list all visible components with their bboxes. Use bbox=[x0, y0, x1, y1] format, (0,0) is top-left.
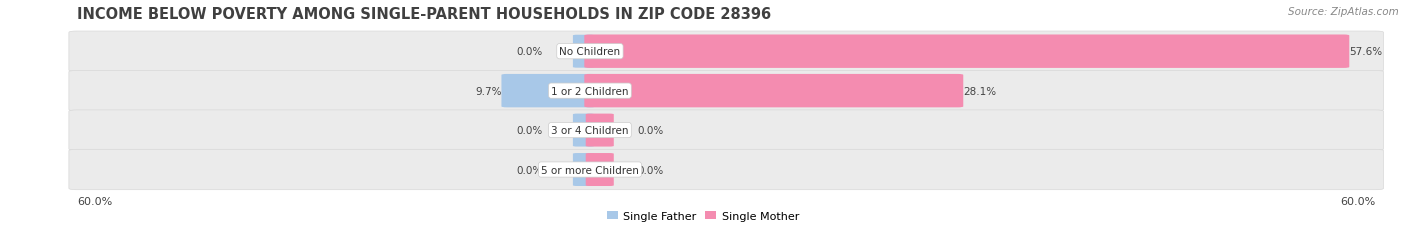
FancyBboxPatch shape bbox=[69, 110, 1384, 151]
FancyBboxPatch shape bbox=[572, 114, 595, 147]
Text: 60.0%: 60.0% bbox=[77, 196, 112, 206]
Text: 1 or 2 Children: 1 or 2 Children bbox=[551, 86, 628, 96]
FancyBboxPatch shape bbox=[585, 75, 963, 108]
Text: 0.0%: 0.0% bbox=[638, 165, 664, 175]
Legend: Single Father, Single Mother: Single Father, Single Mother bbox=[602, 207, 804, 225]
Text: 9.7%: 9.7% bbox=[475, 86, 502, 96]
FancyBboxPatch shape bbox=[69, 71, 1384, 111]
FancyBboxPatch shape bbox=[585, 35, 1350, 69]
Text: 0.0%: 0.0% bbox=[516, 165, 543, 175]
FancyBboxPatch shape bbox=[69, 32, 1384, 72]
FancyBboxPatch shape bbox=[69, 150, 1384, 190]
Text: 0.0%: 0.0% bbox=[638, 125, 664, 136]
Text: Source: ZipAtlas.com: Source: ZipAtlas.com bbox=[1288, 7, 1399, 17]
Text: 0.0%: 0.0% bbox=[516, 125, 543, 136]
Text: 0.0%: 0.0% bbox=[516, 47, 543, 57]
FancyBboxPatch shape bbox=[586, 114, 614, 147]
Text: No Children: No Children bbox=[560, 47, 620, 57]
Text: 57.6%: 57.6% bbox=[1350, 47, 1382, 57]
FancyBboxPatch shape bbox=[502, 75, 596, 108]
Text: INCOME BELOW POVERTY AMONG SINGLE-PARENT HOUSEHOLDS IN ZIP CODE 28396: INCOME BELOW POVERTY AMONG SINGLE-PARENT… bbox=[77, 7, 772, 22]
Text: 60.0%: 60.0% bbox=[1340, 196, 1375, 206]
Text: 5 or more Children: 5 or more Children bbox=[541, 165, 638, 175]
FancyBboxPatch shape bbox=[586, 153, 614, 186]
Text: 3 or 4 Children: 3 or 4 Children bbox=[551, 125, 628, 136]
Text: 28.1%: 28.1% bbox=[963, 86, 997, 96]
FancyBboxPatch shape bbox=[572, 36, 595, 68]
FancyBboxPatch shape bbox=[572, 153, 595, 186]
